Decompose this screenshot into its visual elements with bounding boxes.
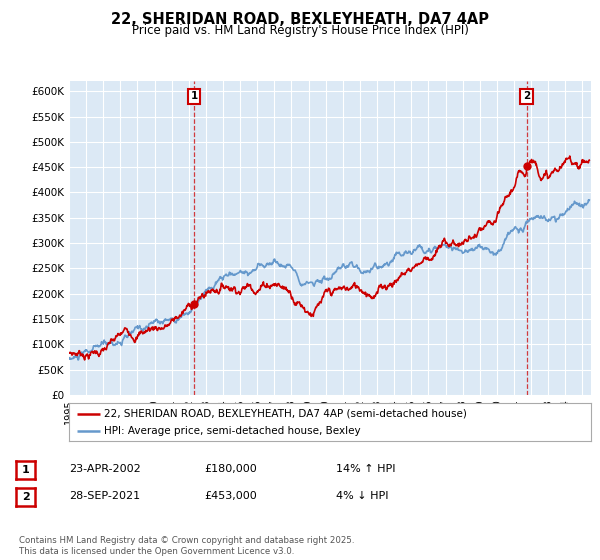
Text: 22, SHERIDAN ROAD, BEXLEYHEATH, DA7 4AP: 22, SHERIDAN ROAD, BEXLEYHEATH, DA7 4AP [111, 12, 489, 26]
Text: 28-SEP-2021: 28-SEP-2021 [69, 491, 140, 501]
Text: 2: 2 [22, 492, 29, 502]
Text: 23-APR-2002: 23-APR-2002 [69, 464, 141, 474]
Text: 2: 2 [523, 91, 530, 101]
Text: Contains HM Land Registry data © Crown copyright and database right 2025.
This d: Contains HM Land Registry data © Crown c… [19, 536, 355, 556]
Text: 1: 1 [22, 465, 29, 475]
Text: Price paid vs. HM Land Registry's House Price Index (HPI): Price paid vs. HM Land Registry's House … [131, 24, 469, 37]
Text: 4% ↓ HPI: 4% ↓ HPI [336, 491, 389, 501]
Text: 14% ↑ HPI: 14% ↑ HPI [336, 464, 395, 474]
Text: 1: 1 [190, 91, 198, 101]
Text: 22, SHERIDAN ROAD, BEXLEYHEATH, DA7 4AP (semi-detached house): 22, SHERIDAN ROAD, BEXLEYHEATH, DA7 4AP … [104, 409, 467, 419]
Text: £180,000: £180,000 [204, 464, 257, 474]
Text: HPI: Average price, semi-detached house, Bexley: HPI: Average price, semi-detached house,… [104, 426, 361, 436]
Text: £453,000: £453,000 [204, 491, 257, 501]
